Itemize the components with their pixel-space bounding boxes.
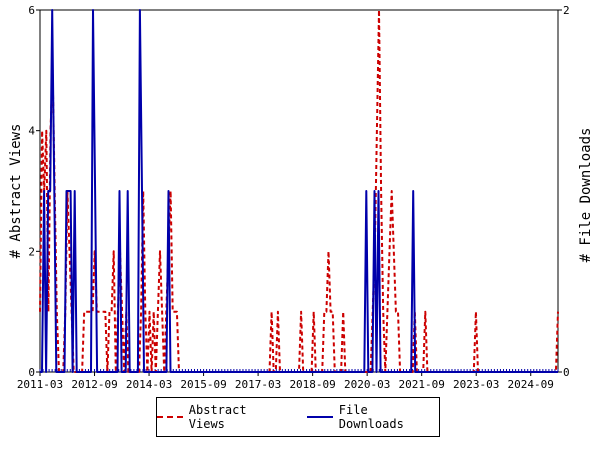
- y-left-axis-label: # Abstract Views: [8, 124, 24, 259]
- x-tick-label: 2018-09: [289, 378, 335, 391]
- series-line-file-downloads: [40, 9, 558, 373]
- x-tick-label: 2023-03: [453, 378, 499, 391]
- x-tick-label: 2015-09: [180, 378, 226, 391]
- y-left-tick-label: 2: [28, 245, 35, 258]
- y-right-tick-label: 0: [563, 366, 570, 379]
- y-right-axis-label: # File Downloads: [578, 128, 594, 263]
- legend-label-file-downloads: File Downloads: [338, 403, 404, 431]
- legend-swatch-file-downloads: [307, 416, 333, 418]
- legend-item-file-downloads: File Downloads: [307, 403, 439, 431]
- y-left-tick-label: 0: [28, 366, 35, 379]
- legend-label-abstract-views: Abstract Views: [188, 403, 247, 431]
- x-tick-label: 2024-09: [508, 378, 554, 391]
- x-tick-label: 2017-03: [235, 378, 281, 391]
- x-tick-label: 2021-09: [399, 378, 445, 391]
- y-ticks: 0 2 4 6 0 2: [28, 4, 569, 379]
- legend-swatch-abstract-views: [157, 416, 183, 418]
- y-right-tick-label: 2: [563, 4, 570, 17]
- legend-item-abstract-views: Abstract Views: [157, 403, 289, 431]
- y-left-tick-label: 6: [28, 4, 35, 17]
- legend: Abstract Views File Downloads: [156, 397, 440, 437]
- series-layer: [39, 9, 559, 373]
- x-tick-label: 2020-03: [344, 378, 390, 391]
- x-tick-label: 2012-09: [71, 378, 117, 391]
- x-tick-label: 2014-03: [126, 378, 172, 391]
- x-tick-label: 2011-03: [17, 378, 63, 391]
- y-left-tick-label: 4: [28, 125, 35, 138]
- x-ticks: 2011-03 2012-09 2014-03 2015-09 2017-03 2018-…: [17, 369, 559, 391]
